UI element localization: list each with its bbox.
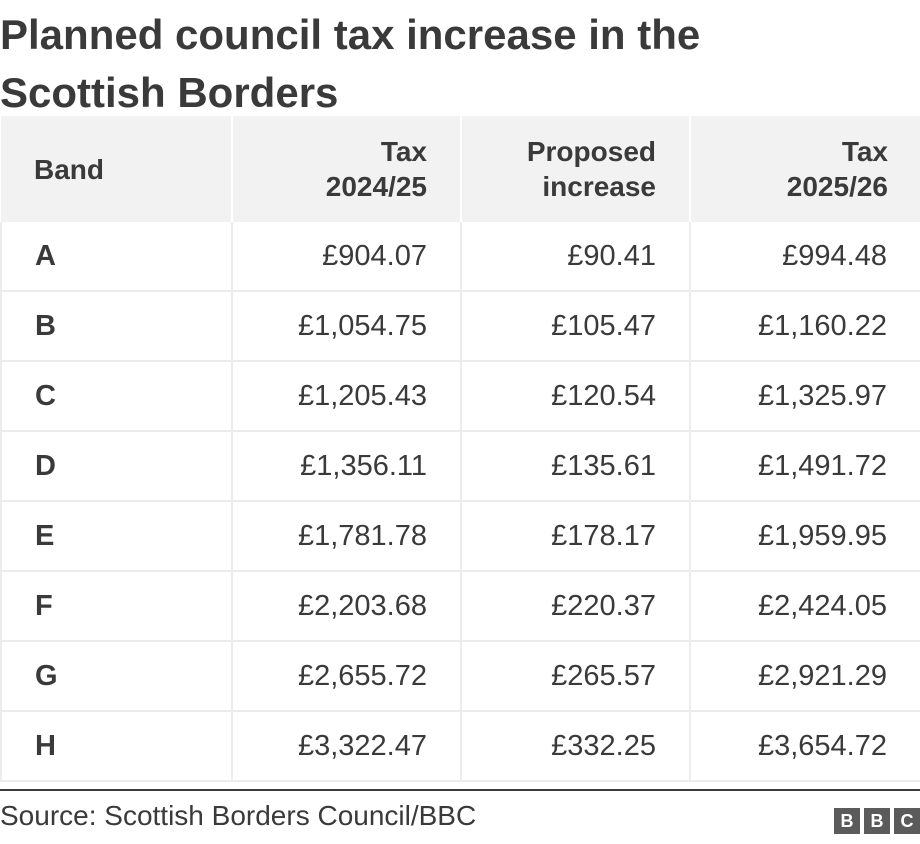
tax-2025-26-cell: £1,325.97 (690, 361, 920, 432)
tax-2024-25-cell: £1,356.11 (232, 431, 462, 502)
proposed-increase-cell: £220.37 (461, 571, 691, 642)
tax-2025-26-cell: £1,160.22 (690, 291, 920, 362)
band-cell: D (0, 431, 233, 502)
logo-letter: C (894, 808, 920, 834)
header-row: Band Tax 2024/25 Proposed increase Tax 2… (1, 116, 920, 222)
proposed-increase-cell: £265.57 (461, 641, 691, 712)
tax-2024-25-cell: £2,203.68 (232, 571, 462, 642)
proposed-increase-cell: £178.17 (461, 501, 691, 572)
title-line: Planned council tax increase in the (0, 11, 701, 58)
tax-2024-25-cell: £2,655.72 (232, 641, 462, 712)
proposed-increase-cell: £332.25 (461, 711, 691, 782)
proposed-increase-cell: £90.41 (461, 222, 691, 292)
band-cell: A (0, 222, 233, 292)
table-row: F £2,203.68 £220.37 £2,424.05 (0, 571, 920, 642)
tax-2025-26-cell: £3,654.72 (690, 711, 920, 782)
bbc-logo: B B C (834, 808, 920, 834)
proposed-increase-cell: £105.47 (461, 291, 691, 362)
header-proposed-increase: Proposed increase (461, 116, 691, 222)
header-label: 2024/25 (325, 171, 427, 202)
title-line: Scottish Borders (0, 69, 339, 116)
tax-2024-25-cell: £3,322.47 (232, 711, 462, 782)
header-label: Proposed (526, 136, 656, 167)
table-row: B £1,054.75 £105.47 £1,160.22 (0, 291, 920, 362)
proposed-increase-cell: £135.61 (461, 431, 691, 502)
band-cell: E (0, 501, 233, 572)
tax-2025-26-cell: £2,921.29 (690, 641, 920, 712)
header-label: Tax (380, 136, 427, 167)
logo-letter: B (864, 808, 890, 834)
header-tax-2024-25: Tax 2024/25 (232, 116, 462, 222)
table-row: E £1,781.78 £178.17 £1,959.95 (0, 501, 920, 572)
header-label: Band (34, 153, 104, 185)
table-row: D £1,356.11 £135.61 £1,491.72 (0, 431, 920, 502)
logo-letter: B (834, 808, 860, 834)
source-divider (0, 789, 920, 791)
council-tax-table: Band Tax 2024/25 Proposed increase Tax 2… (0, 116, 920, 782)
band-cell: B (0, 291, 233, 362)
tax-2024-25-cell: £1,781.78 (232, 501, 462, 572)
table-row: G £2,655.72 £265.57 £2,921.29 (0, 641, 920, 712)
header-band: Band (1, 116, 233, 222)
tax-2025-26-cell: £2,424.05 (690, 571, 920, 642)
tax-2025-26-cell: £994.48 (690, 222, 920, 292)
tax-2025-26-cell: £1,491.72 (690, 431, 920, 502)
table-row: C £1,205.43 £120.54 £1,325.97 (0, 361, 920, 432)
band-cell: F (0, 571, 233, 642)
chart-title: Planned council tax increase in the Scot… (0, 6, 900, 122)
tax-2024-25-cell: £1,054.75 (232, 291, 462, 362)
tax-2024-25-cell: £904.07 (232, 222, 462, 292)
source-note: Source: Scottish Borders Council/BBC (0, 800, 477, 831)
band-cell: H (0, 711, 233, 782)
proposed-increase-cell: £120.54 (461, 361, 691, 432)
table-body: A £904.07 £90.41 £994.48 B £1,054.75 £105.47 £1… (0, 222, 920, 782)
table-row: A £904.07 £90.41 £994.48 (0, 222, 920, 292)
table-row: H £3,322.47 £332.25 £3,654.72 (0, 711, 920, 782)
band-cell: C (0, 361, 233, 432)
tax-2024-25-cell: £1,205.43 (232, 361, 462, 432)
header-label: increase (542, 171, 656, 202)
header-label: Tax (841, 136, 888, 167)
band-cell: G (0, 641, 233, 712)
tax-2025-26-cell: £1,959.95 (690, 501, 920, 572)
header-label: 2025/26 (786, 171, 888, 202)
header-tax-2025-26: Tax 2025/26 (690, 116, 920, 222)
